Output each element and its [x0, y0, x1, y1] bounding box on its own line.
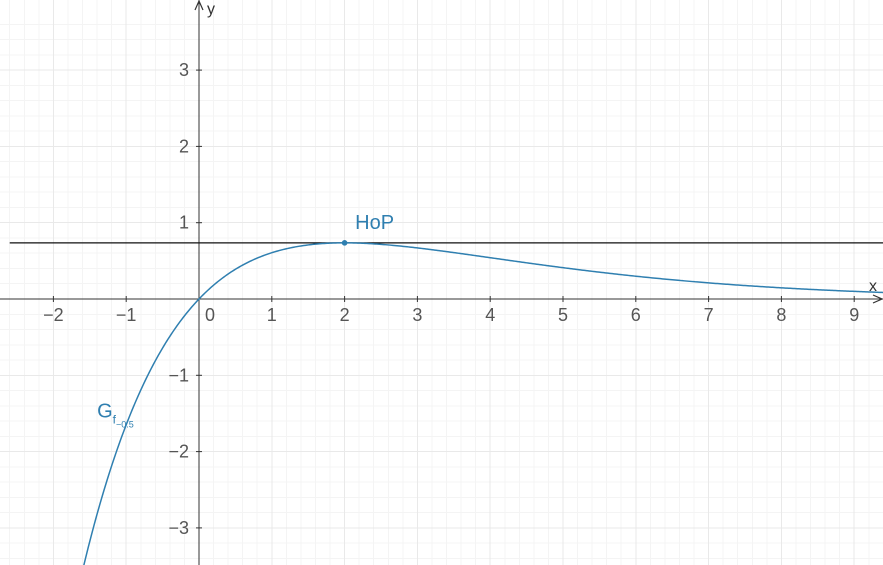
axes: xy — [0, 0, 883, 565]
hi-point-label: HoP — [355, 212, 394, 234]
y-tick-label: −2 — [168, 442, 189, 462]
y-axis-label: y — [207, 1, 215, 18]
x-tick-label: 1 — [267, 305, 277, 325]
x-tick-label: −2 — [43, 305, 64, 325]
function-plot: xy−2 −1 1 2 3 4 5 6 7 8 9 −3 −2 −1 1 2 3 0 HoP Gf−0.5 — [0, 0, 883, 565]
x-tick-label: 7 — [704, 305, 714, 325]
x-tick-label: 8 — [776, 305, 786, 325]
y-tick-label: 1 — [179, 213, 189, 233]
x-tick-label: 9 — [849, 305, 859, 325]
x-tick-label: 2 — [340, 305, 350, 325]
y-tick-label: −3 — [168, 518, 189, 538]
hi-point-marker — [342, 240, 348, 246]
y-tick-label: 3 — [179, 60, 189, 80]
x-tick-label: 5 — [558, 305, 568, 325]
x-tick-label: −1 — [116, 305, 137, 325]
x-tick-label: 4 — [485, 305, 495, 325]
y-tick-label: −1 — [168, 365, 189, 385]
function-label: Gf−0.5 — [97, 400, 134, 429]
origin-label: 0 — [205, 305, 215, 325]
y-tick-label: 2 — [179, 136, 189, 156]
grid — [0, 0, 883, 565]
x-tick-label: 3 — [412, 305, 422, 325]
x-tick-label: 6 — [631, 305, 641, 325]
